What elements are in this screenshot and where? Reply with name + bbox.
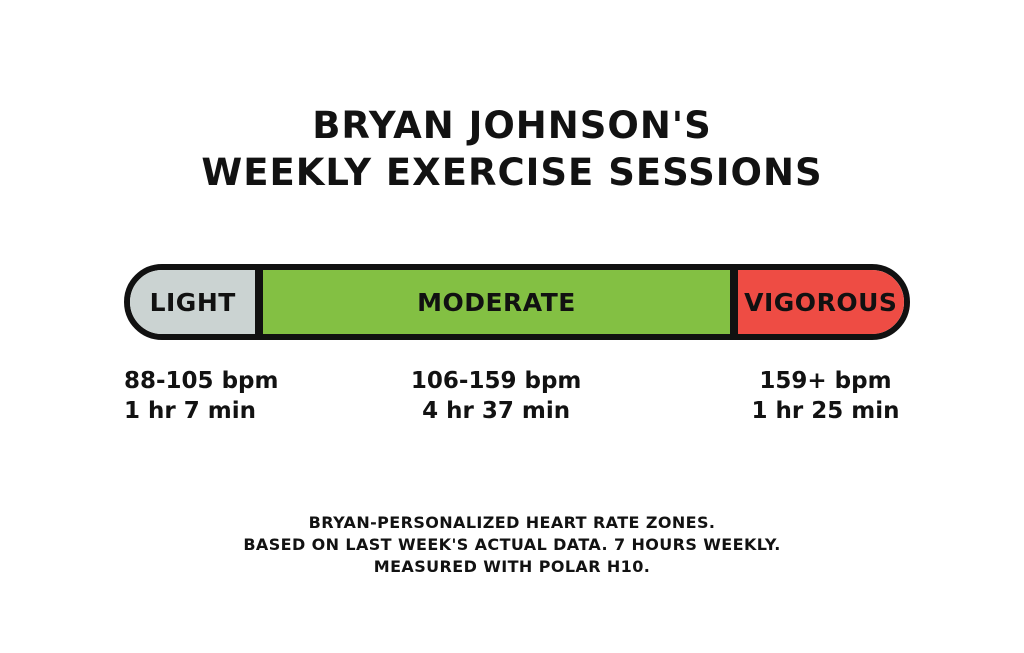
zone-segment-moderate-label: MODERATE bbox=[417, 287, 576, 317]
zone-moderate-bpm: 106-159 bpm bbox=[410, 368, 582, 394]
zone-segment-light-label: LIGHT bbox=[149, 287, 236, 317]
zone-vigorous-bpm: 159+ bpm bbox=[759, 368, 892, 394]
zone-stats-vigorous: 159+ bpm 1 hr 25 min bbox=[741, 366, 910, 426]
zone-light-bpm: 88-105 bpm bbox=[124, 368, 279, 394]
zone-light-duration: 1 hr 7 min bbox=[124, 398, 256, 424]
footer-line1: BRYAN-PERSONALIZED HEART RATE ZONES. bbox=[308, 513, 716, 532]
title-line1: BRYAN JOHNSON'S bbox=[312, 104, 712, 147]
zone-stats-light: 88-105 bpm 1 hr 7 min bbox=[124, 366, 279, 426]
footer-notes: BRYAN-PERSONALIZED HEART RATE ZONES. BAS… bbox=[0, 512, 1024, 578]
zone-segment-vigorous: VIGOROUS bbox=[737, 270, 904, 334]
page-title: BRYAN JOHNSON'S WEEKLY EXERCISE SESSIONS bbox=[0, 102, 1024, 196]
zone-moderate-duration: 4 hr 37 min bbox=[422, 398, 571, 424]
zone-segment-vigorous-label: VIGOROUS bbox=[744, 287, 898, 317]
zone-segment-light: LIGHT bbox=[130, 270, 256, 334]
title-line2: WEEKLY EXERCISE SESSIONS bbox=[201, 151, 823, 194]
zone-stats-moderate: 106-159 bpm 4 hr 37 min bbox=[251, 366, 741, 426]
zone-stats-row: 88-105 bpm 1 hr 7 min 106-159 bpm 4 hr 3… bbox=[124, 366, 910, 426]
heart-rate-zone-bar: LIGHT MODERATE VIGOROUS bbox=[124, 264, 910, 340]
footer-line3: MEASURED WITH POLAR H10. bbox=[373, 557, 651, 576]
footer-line2: BASED ON LAST WEEK'S ACTUAL DATA. 7 HOUR… bbox=[243, 535, 781, 554]
zone-segment-moderate: MODERATE bbox=[255, 270, 738, 334]
zone-vigorous-duration: 1 hr 25 min bbox=[751, 398, 900, 424]
